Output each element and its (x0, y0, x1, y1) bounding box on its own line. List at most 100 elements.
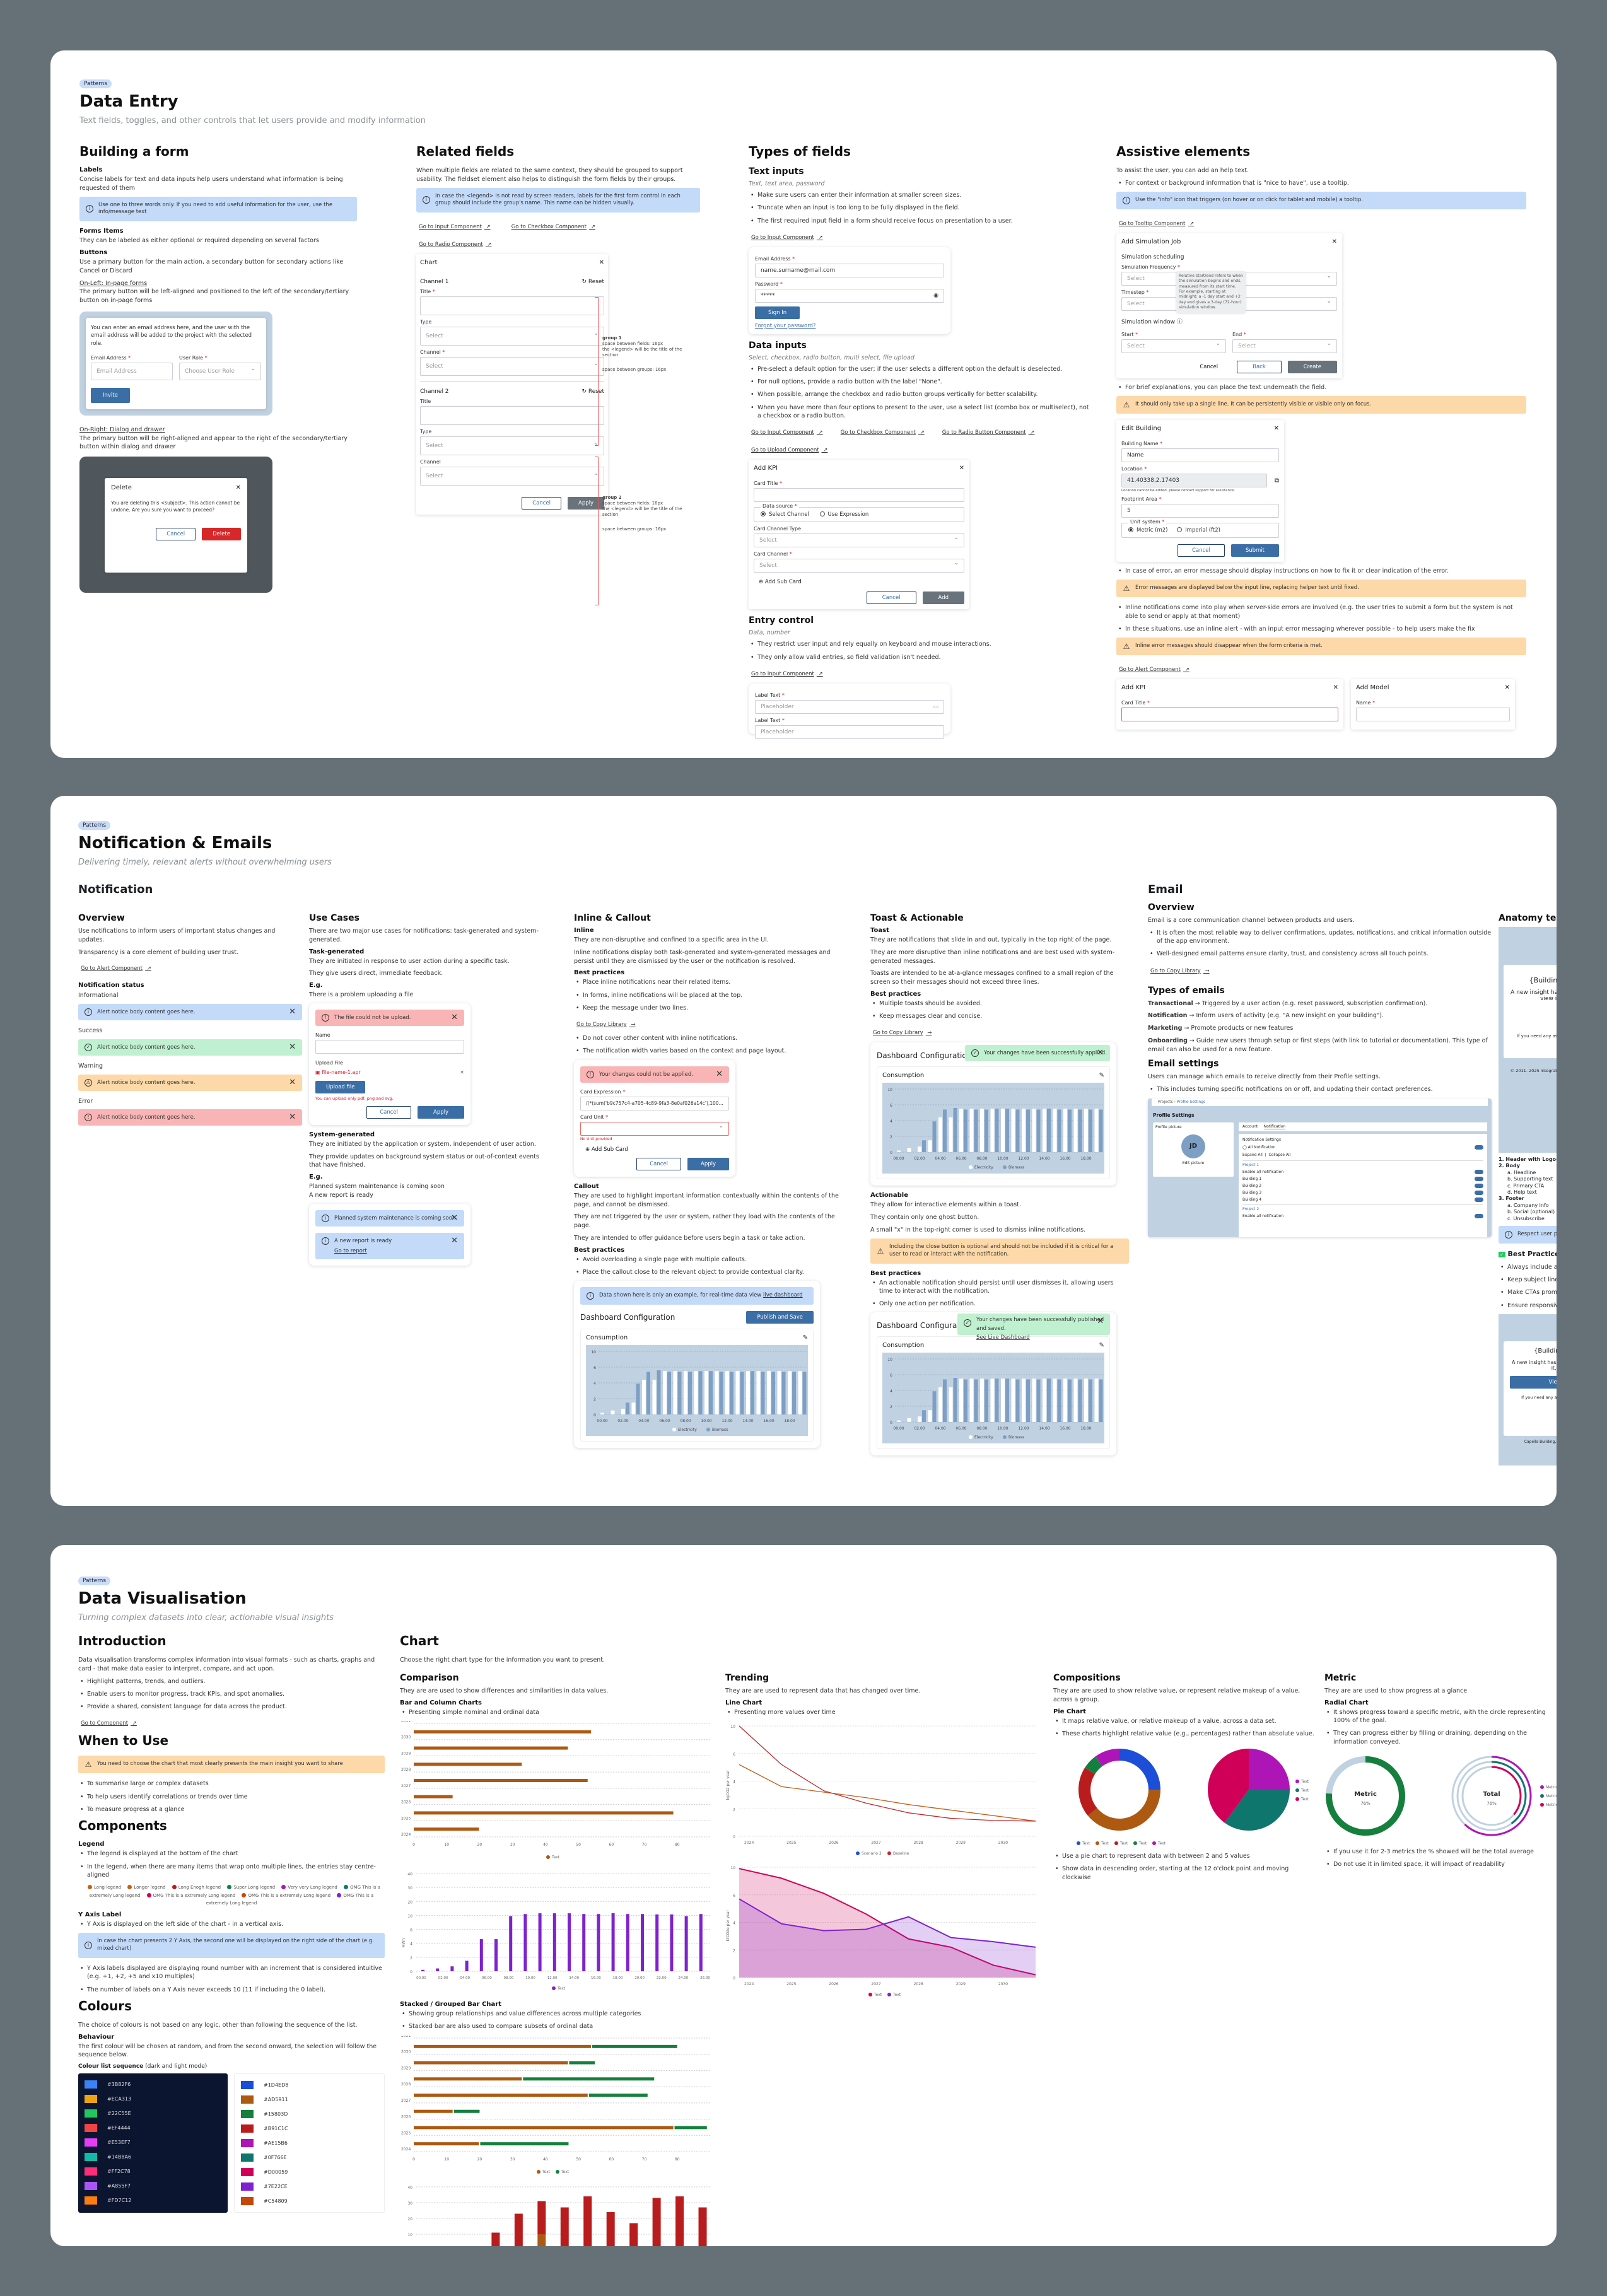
close-icon[interactable]: ✕ (451, 1213, 458, 1223)
eye-icon[interactable]: ◉ (933, 292, 938, 299)
text-field[interactable] (420, 406, 604, 426)
close-icon[interactable]: ✕ (1333, 684, 1338, 692)
apply-button[interactable]: Apply (568, 497, 604, 510)
toggle-switch[interactable] (1475, 1197, 1483, 1202)
forgot-password-link[interactable]: Forgot your password? (755, 322, 816, 329)
close-icon[interactable]: ✕ (1504, 684, 1510, 692)
close-icon[interactable]: ✕ (959, 465, 964, 472)
component-link[interactable]: Go to Component (81, 1720, 137, 1727)
cancel-button[interactable]: Cancel (1200, 363, 1218, 370)
collapse-all-button[interactable]: Collapse All (1268, 1152, 1291, 1157)
toggle-switch[interactable] (1475, 1190, 1483, 1195)
sign-in-button[interactable]: Sign In (755, 306, 800, 319)
component-link[interactable]: Go to Input Component (751, 429, 823, 436)
view-insight-button[interactable]: View Insight on IES Live (1510, 1375, 1557, 1389)
email-input[interactable]: name.surname@mail.com (755, 263, 944, 277)
password-input[interactable]: ***** ◉ (755, 288, 944, 303)
component-link[interactable]: Go to Checkbox Component (841, 429, 925, 436)
select-field[interactable]: Select (420, 325, 604, 346)
end-select[interactable]: Select (1232, 337, 1337, 353)
alert-component-link[interactable]: Go to Alert Component (1119, 667, 1189, 673)
radio-component-link[interactable]: Go to Radio Component (419, 242, 492, 248)
radio-imperial[interactable]: Imperial (ft2) (1177, 527, 1220, 533)
toggle-switch[interactable] (1475, 1183, 1483, 1188)
edit-picture-button[interactable]: Edit picture (1182, 1160, 1205, 1165)
channel-select[interactable]: Select (754, 557, 964, 573)
close-icon[interactable]: ✕ (1273, 425, 1279, 433)
select-field[interactable]: Select (420, 434, 604, 456)
toggle-switch[interactable] (1475, 1145, 1483, 1150)
card-title-input[interactable] (754, 488, 964, 503)
close-icon[interactable]: ✕ (289, 1112, 296, 1122)
project-header[interactable]: Project 2 (1242, 1204, 1483, 1211)
go-to-report-link[interactable]: Go to report (334, 1247, 367, 1254)
reset-button[interactable]: ↻ Reset (581, 279, 604, 285)
name-input[interactable] (1356, 708, 1510, 722)
area-input[interactable]: 5 (1121, 504, 1279, 518)
close-icon[interactable]: ✕ (289, 1042, 296, 1052)
input-component-link[interactable]: Go to Input Component (751, 235, 823, 241)
close-icon[interactable]: ✕ (1097, 1317, 1104, 1327)
expression-input[interactable]: /(*(sum('b9c757c4-a705-4c89-9fa3-8e0af02… (580, 1096, 729, 1110)
upload-file-button[interactable]: Upload file (315, 1080, 366, 1093)
close-icon[interactable]: ✕ (289, 1007, 296, 1017)
reset-button[interactable]: ↻ Reset (581, 388, 604, 395)
email-input[interactable]: Email Address (91, 362, 173, 380)
tab-account[interactable]: Account (1242, 1124, 1258, 1129)
copy-library-link[interactable]: Go to Copy Library (576, 1022, 636, 1028)
add-button[interactable]: Add (922, 591, 964, 605)
remove-file-icon[interactable]: ✕ (460, 1069, 464, 1075)
copy-icon[interactable]: ⧉ (1274, 477, 1279, 484)
close-icon[interactable]: ✕ (1331, 238, 1337, 245)
card-title-input[interactable] (1121, 708, 1338, 722)
toggle-switch[interactable] (1475, 1169, 1483, 1174)
toggle-switch[interactable] (1475, 1213, 1483, 1218)
close-icon[interactable]: ✕ (235, 484, 241, 492)
cancel-button[interactable]: Cancel (156, 527, 196, 540)
unsubscribe-link[interactable]: Unsubscribe from emails (1504, 1447, 1557, 1451)
submit-button[interactable]: Submit (1230, 544, 1279, 557)
cancel-button[interactable]: Cancel (1177, 544, 1225, 557)
live-dashboard-link[interactable]: See Live Dashboard (976, 1334, 1030, 1341)
invite-button[interactable]: Invite (91, 387, 130, 403)
select-field[interactable]: Select (420, 355, 604, 376)
live-dashboard-link[interactable]: live dashboard (763, 1292, 803, 1299)
start-select[interactable]: Select (1121, 337, 1226, 353)
component-link[interactable]: Go to Upload Component (751, 447, 827, 453)
radio-use-expression[interactable]: Use Expression (819, 511, 868, 518)
cancel-button[interactable]: Cancel (522, 497, 561, 510)
delete-button[interactable]: Delete (202, 527, 241, 540)
project-header[interactable]: Project 1 (1242, 1160, 1483, 1167)
date-input[interactable]: Placeholder ▭ (755, 699, 944, 714)
input-component-link[interactable]: Go to Input Component (751, 671, 823, 677)
back-button[interactable]: Back (1237, 360, 1282, 373)
number-input[interactable]: Placeholder (755, 725, 944, 739)
add-sub-card-button[interactable]: ⊕ Add Sub Card (585, 1146, 724, 1153)
cancel-button[interactable]: Cancel (366, 1105, 411, 1119)
close-icon[interactable]: ✕ (599, 259, 604, 267)
alert-component-link[interactable]: Go to Alert Component (81, 965, 151, 972)
create-button[interactable]: Create (1287, 360, 1337, 373)
publish-save-button[interactable]: Publish and Save (746, 1311, 814, 1324)
checkbox-component-link[interactable]: Go to Checkbox Component (511, 224, 595, 230)
copy-library-link[interactable]: Go to Copy Library (1150, 968, 1210, 974)
close-icon[interactable]: ✕ (1097, 1048, 1104, 1058)
cancel-button[interactable]: Cancel (866, 591, 916, 605)
breadcrumb-projects[interactable]: Projects (1158, 1099, 1173, 1104)
apply-button[interactable]: Apply (418, 1105, 464, 1119)
add-sub-card-button[interactable]: ⊕ Add Sub Card (759, 579, 959, 585)
input-component-link[interactable]: Go to Input Component (419, 224, 491, 230)
building-name-input[interactable]: Name (1121, 448, 1279, 463)
name-input[interactable] (315, 1039, 464, 1054)
close-icon[interactable]: ✕ (289, 1077, 296, 1087)
tooltip-component-link[interactable]: Go to Tooltip Component (1119, 221, 1194, 227)
expand-all-button[interactable]: Expand All (1242, 1152, 1263, 1157)
edit-icon[interactable]: ✎ (802, 1334, 808, 1342)
select-field[interactable]: Select (420, 465, 604, 486)
channel-type-select[interactable]: Select (754, 532, 964, 548)
component-link[interactable]: Go to Radio Button Component (942, 429, 1035, 436)
info-icon[interactable]: ⓘ (1176, 318, 1183, 325)
apply-button[interactable]: Apply (687, 1157, 729, 1170)
calendar-icon[interactable]: ▭ (933, 703, 938, 710)
copy-library-link[interactable]: Go to Copy Library (873, 1030, 932, 1036)
